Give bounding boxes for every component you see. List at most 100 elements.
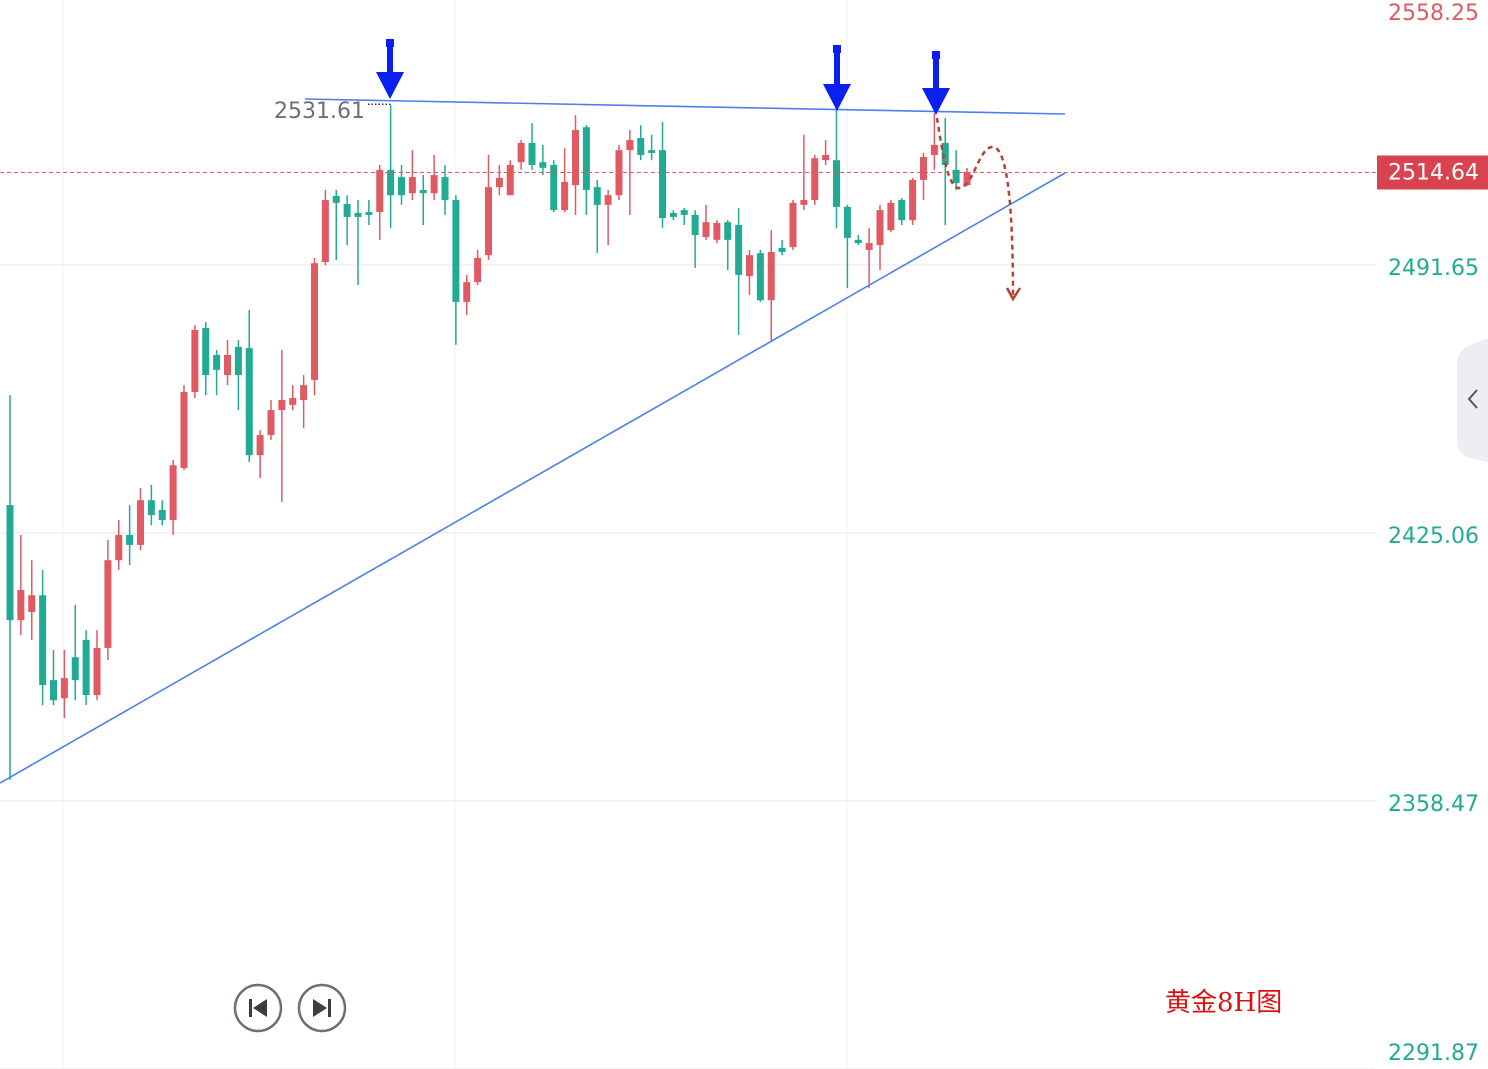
resistance-line — [304, 98, 1066, 115]
candles — [6, 100, 971, 780]
candle-body — [300, 385, 308, 401]
candle-body — [332, 196, 340, 203]
candle-body — [659, 150, 666, 219]
candle-body — [604, 195, 612, 205]
candle-body — [930, 144, 938, 155]
candle-body — [550, 165, 558, 211]
candle-body — [811, 158, 819, 201]
candle-body — [767, 251, 775, 301]
candle-body — [561, 181, 569, 211]
candle-body — [463, 282, 471, 302]
prev-button[interactable] — [233, 983, 283, 1033]
candle-body — [506, 165, 514, 196]
candle-body — [115, 534, 123, 561]
candle-body — [691, 214, 699, 236]
candle-body — [669, 212, 677, 217]
candle-body — [104, 560, 112, 648]
candle-body — [256, 435, 264, 456]
candle-body — [724, 222, 732, 240]
candle-body — [311, 263, 318, 380]
down-arrow — [823, 45, 851, 111]
candle-body — [213, 354, 221, 370]
candle-body — [626, 140, 634, 151]
candle-body — [158, 509, 166, 520]
candle-body — [17, 589, 25, 621]
candle-body — [289, 398, 297, 405]
candle-body — [452, 200, 460, 302]
y-tick-label: 2358.47 — [1388, 792, 1479, 817]
candle-body — [82, 639, 90, 696]
candle-body — [778, 247, 786, 252]
grid — [0, 264, 1375, 1069]
candle-body — [245, 348, 253, 456]
candle-body — [909, 179, 917, 221]
candle-body — [843, 206, 851, 238]
candle-body — [93, 647, 101, 696]
candle-body — [441, 177, 449, 201]
candle-body — [746, 255, 753, 277]
support-line — [0, 172, 1066, 784]
forecast-arrowhead — [1005, 287, 1022, 302]
last-price-box — [1377, 155, 1488, 190]
annotation: 黄金8H图 — [1165, 988, 1282, 1018]
candle-body — [495, 177, 503, 188]
candle-body — [60, 678, 68, 699]
candle-body — [354, 212, 362, 217]
candle-body — [398, 177, 405, 196]
candle-body — [800, 200, 808, 205]
down-arrow — [922, 51, 950, 115]
forecast-path — [935, 117, 1015, 297]
arrows — [376, 39, 950, 115]
y-tick-label: 2491.65 — [1388, 256, 1479, 281]
candle-body — [147, 500, 155, 516]
candle-body — [474, 257, 482, 283]
vertical-grid — [62, 0, 848, 1069]
high-label: 2531.61 — [274, 99, 365, 124]
candle-body — [702, 222, 710, 238]
candle-body — [593, 187, 601, 205]
candle-body — [267, 410, 275, 436]
candle-body — [278, 400, 286, 411]
candle-body — [637, 138, 645, 155]
candle-body — [321, 200, 329, 263]
side-panel-toggle[interactable] — [1457, 338, 1488, 462]
candle-body — [898, 200, 906, 221]
candle-body — [952, 169, 960, 184]
candle-body — [963, 171, 971, 186]
next-button[interactable] — [297, 983, 347, 1033]
candle-body — [539, 162, 547, 168]
candle-body — [224, 354, 231, 376]
candle-body — [941, 142, 949, 166]
candle-body — [343, 204, 351, 217]
candle-body — [387, 169, 395, 196]
candle-body — [854, 239, 862, 244]
trendlines — [0, 98, 1066, 784]
candle-body — [28, 595, 36, 613]
candle-body — [6, 505, 14, 621]
candle-body — [485, 187, 492, 256]
candle-body — [169, 465, 177, 520]
candle-body — [419, 189, 427, 194]
candle-body — [517, 142, 525, 163]
y-tick-label: 2291.87 — [1388, 1041, 1479, 1066]
candle-body — [865, 243, 873, 250]
candle-body — [39, 595, 47, 685]
candle-body — [376, 169, 384, 213]
candle-body — [408, 177, 416, 194]
candle-body — [822, 154, 830, 161]
candle-body — [876, 210, 884, 246]
candle-body — [365, 212, 373, 215]
candle-body — [234, 346, 242, 376]
candle-body — [756, 253, 764, 301]
candle-body — [137, 500, 144, 545]
candle-body — [735, 224, 743, 275]
candle-body — [920, 156, 927, 180]
candle-body — [126, 534, 134, 545]
candle-body — [833, 160, 840, 207]
y-tick-label: 2558.25 — [1388, 1, 1479, 26]
candle-body — [528, 142, 536, 166]
down-arrow — [376, 39, 404, 99]
candle-body — [680, 210, 688, 215]
